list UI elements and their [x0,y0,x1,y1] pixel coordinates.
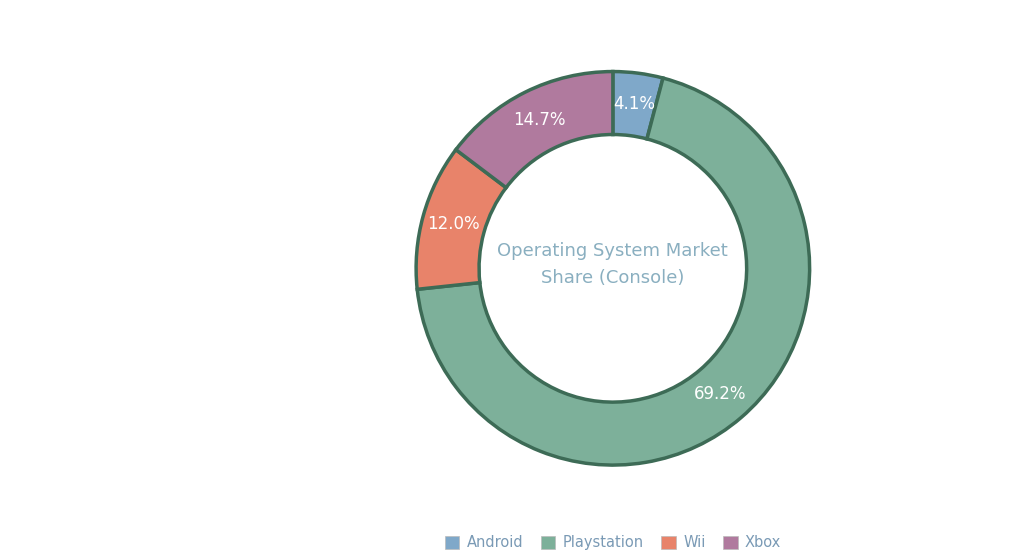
Text: Operating System Market
Share (Console): Operating System Market Share (Console) [497,242,728,287]
Text: 69.2%: 69.2% [694,385,747,402]
Text: 4.1%: 4.1% [613,96,655,113]
Wedge shape [417,78,809,465]
Text: 12.0%: 12.0% [427,215,480,233]
Wedge shape [613,72,663,139]
Legend: Android, Playstation, Wii, Xbox: Android, Playstation, Wii, Xbox [439,529,787,556]
Text: 14.7%: 14.7% [513,111,565,129]
Wedge shape [456,72,613,188]
Wedge shape [416,150,506,290]
